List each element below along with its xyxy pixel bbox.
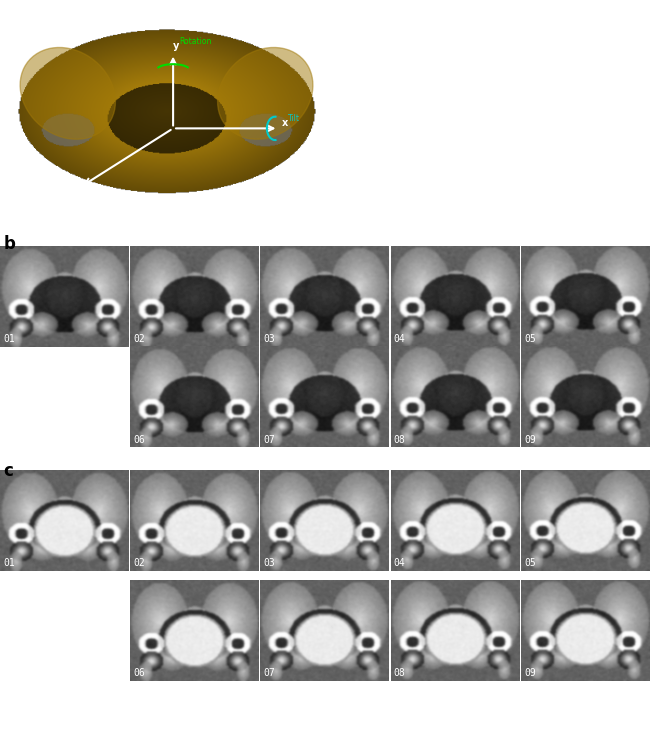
Text: 07: 07 (264, 669, 276, 678)
Text: 07: 07 (264, 435, 276, 445)
Text: 06: 06 (133, 669, 145, 678)
Text: z: z (72, 184, 77, 193)
Text: c: c (3, 462, 13, 481)
Ellipse shape (20, 48, 116, 139)
Text: 04: 04 (394, 335, 406, 344)
Text: 03: 03 (264, 559, 276, 568)
Text: 08: 08 (394, 435, 406, 445)
Text: Rotation: Rotation (180, 37, 212, 46)
Ellipse shape (217, 48, 313, 139)
Text: 05: 05 (524, 559, 536, 568)
Text: 08: 08 (394, 669, 406, 678)
Text: 06: 06 (133, 435, 145, 445)
Text: 01: 01 (3, 559, 15, 568)
Text: 02: 02 (133, 559, 145, 568)
Text: y: y (173, 41, 180, 51)
Text: x: x (282, 118, 288, 128)
Text: 05: 05 (524, 335, 536, 344)
Text: 01: 01 (3, 335, 15, 344)
Text: 04: 04 (394, 559, 406, 568)
Text: 03: 03 (264, 335, 276, 344)
Text: 09: 09 (524, 669, 536, 678)
Text: 02: 02 (133, 335, 145, 344)
Text: Tilt: Tilt (288, 115, 300, 123)
Text: 09: 09 (524, 435, 536, 445)
Text: b: b (3, 235, 15, 253)
